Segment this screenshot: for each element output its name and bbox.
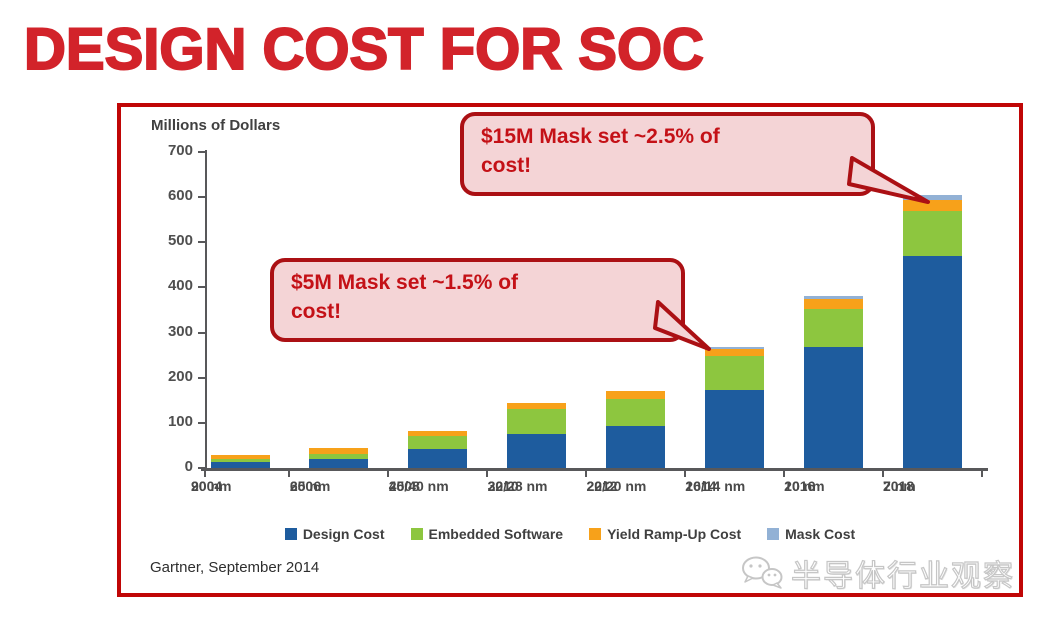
bar-design-cost	[408, 449, 468, 468]
x-label-node: 45/40 nm	[388, 478, 449, 494]
x-label-node: 65 nm	[289, 478, 331, 494]
bar-embedded-software	[507, 409, 567, 435]
x-label-year: 2012	[586, 478, 618, 494]
bar-design-cost	[507, 434, 567, 468]
source-text: Gartner, September 2014	[150, 559, 320, 576]
x-label-node: 90 nm	[191, 478, 232, 494]
watermark: 半导体行业观察	[739, 551, 1015, 595]
bar-yield-ramp-up-cost	[507, 403, 567, 410]
bar-design-cost	[704, 390, 764, 468]
chart-legend: Design Cost Embedded Software Yield Ramp-U…	[121, 526, 1019, 542]
y-tick-mark	[198, 151, 205, 153]
legend-label: Embedded Software	[428, 526, 564, 542]
legend-swatch-embedded-software	[410, 528, 423, 540]
x-label-year: 2006	[289, 478, 322, 494]
bar-design-cost	[605, 426, 665, 468]
legend-item-mask-cost: Mask Cost	[767, 526, 855, 542]
x-tick-mark	[387, 471, 390, 477]
x-label-year: 2018	[883, 478, 915, 494]
bar-embedded-software	[902, 211, 962, 257]
legend-item-design-cost: Design Cost	[284, 526, 385, 542]
y-tick-mark	[198, 331, 205, 334]
page-title: DESIGN COST FOR SOC	[23, 16, 705, 83]
y-tick-label: 200	[167, 367, 193, 385]
x-label-year: 2008	[388, 478, 420, 494]
callout-mask-15m: $15M Mask set ~2.5% of cost!	[460, 112, 875, 196]
bar-yield-ramp-up-cost	[704, 349, 764, 356]
y-tick-label: 0	[184, 458, 193, 475]
callout-text-line: $5M Mask set ~1.5% of	[291, 271, 519, 294]
legend-label: Mask Cost	[785, 526, 856, 542]
callout-text-line: $15M Mask set ~2.5% of	[481, 125, 720, 148]
x-tick-mark	[782, 471, 785, 477]
x-tick-mark	[881, 471, 884, 477]
bar-design-cost	[902, 256, 962, 468]
legend-label: Yield Ramp-Up Cost	[607, 526, 742, 542]
x-tick-mark	[585, 471, 587, 477]
chart-frame: Millions of Dollars 0 100 200 300 400 500 600 7…	[117, 103, 1023, 597]
bar-yield-ramp-up-cost	[605, 391, 665, 400]
bar-embedded-software	[309, 453, 369, 459]
y-tick-label: 600	[167, 187, 193, 205]
bar-design-cost	[210, 462, 270, 468]
bar-yield-ramp-up-cost	[408, 430, 468, 437]
legend-swatch-yield-ramp-up-cost	[589, 528, 602, 540]
y-tick-mark	[198, 241, 205, 244]
legend-item-yield-ramp-up-cost: Yield Ramp-Up Cost	[589, 526, 741, 542]
bar-yield-ramp-up-cost	[902, 199, 962, 212]
bar-design-cost	[803, 347, 863, 468]
callout-text-line: cost!	[481, 154, 532, 177]
x-label-node: 22/20 nm	[586, 478, 647, 494]
callout-mask-5m: $5M Mask set ~1.5% of cost!	[270, 258, 685, 342]
x-axis-line	[201, 468, 988, 471]
x-tick-mark	[981, 471, 983, 477]
bar-mask-cost	[704, 347, 764, 350]
bar-embedded-software	[408, 436, 468, 450]
y-tick-mark	[198, 421, 205, 424]
x-label-node: 10 nm	[784, 478, 825, 494]
legend-item-embedded-software: Embedded Software	[410, 526, 564, 542]
callout-tail-15m	[847, 156, 930, 204]
y-axis-line	[205, 150, 207, 470]
bar-embedded-software	[704, 355, 764, 391]
legend-swatch-mask-cost	[767, 528, 780, 540]
legend-label: Design Cost	[302, 526, 385, 542]
x-tick-mark	[683, 471, 686, 477]
x-tick-mark	[204, 471, 206, 477]
bar-embedded-software	[210, 458, 270, 463]
bar-mask-cost	[803, 295, 863, 300]
y-tick-label: 300	[167, 322, 193, 340]
bar-embedded-software	[803, 309, 863, 347]
x-label-year: 2014	[685, 478, 717, 494]
plot-area: 0 100 200 300 400 500 600 700 90 nm 2004 65 nm 2006…	[121, 107, 1019, 593]
watermark-text: 半导体行业观察	[790, 559, 1015, 593]
x-label-node: 32/28 nm	[487, 478, 548, 494]
callout-text-line: cost!	[291, 300, 342, 323]
x-label-node: 7 nm	[883, 478, 916, 494]
wechat-icon	[742, 556, 783, 589]
bar-yield-ramp-up-cost	[210, 454, 270, 459]
bar-embedded-software	[605, 399, 665, 427]
bar-mask-cost	[902, 195, 962, 200]
y-tick-mark	[198, 376, 205, 379]
y-tick-mark	[198, 196, 205, 199]
x-tick-mark	[288, 471, 291, 477]
legend-swatch-design-cost	[284, 528, 297, 540]
bar-yield-ramp-up-cost	[803, 299, 863, 310]
bar-design-cost	[309, 458, 369, 468]
y-tick-label: 100	[167, 412, 193, 430]
y-tick-mark	[198, 286, 205, 289]
x-label-year: 2004	[191, 478, 223, 494]
x-label-year: 2010	[487, 478, 519, 494]
x-label-node: 16/14 nm	[685, 478, 746, 494]
bar-yield-ramp-up-cost	[309, 448, 369, 454]
y-tick-label: 700	[167, 142, 193, 159]
x-label-year: 2016	[784, 478, 816, 494]
y-tick-label: 500	[167, 232, 193, 250]
y-tick-label: 400	[167, 277, 193, 295]
callout-tail-5m	[653, 300, 711, 351]
y-axis-title: Millions of Dollars	[151, 117, 281, 134]
x-tick-mark	[486, 471, 489, 477]
